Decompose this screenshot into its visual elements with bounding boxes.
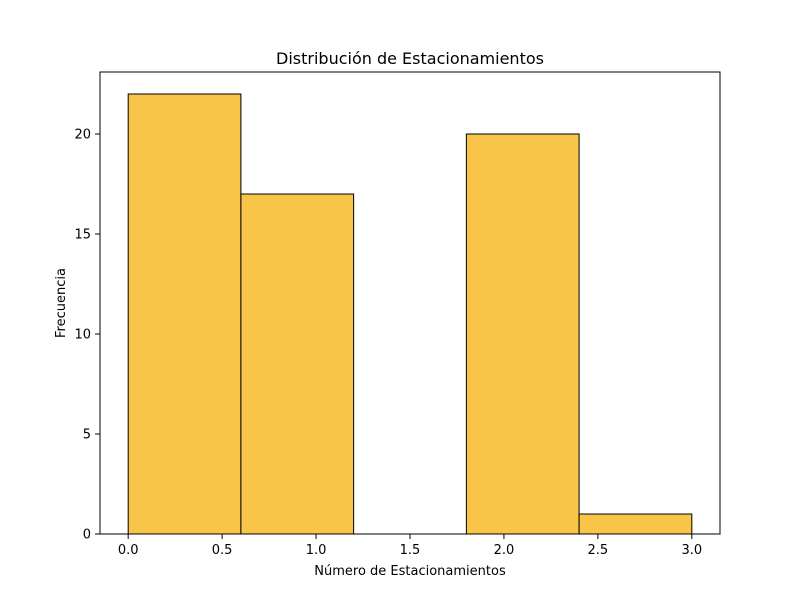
y-tick-label-4: 20 xyxy=(74,128,91,143)
y-axis-label: Frecuencia xyxy=(54,268,69,338)
x-tick-label-4: 2.0 xyxy=(494,543,515,558)
y-tick-label-3: 15 xyxy=(74,228,91,243)
x-tick-label-6: 3.0 xyxy=(681,543,702,558)
x-tick-label-1: 0.5 xyxy=(212,543,233,558)
x-tick-label-2: 1.0 xyxy=(306,543,327,558)
histogram-bar-3 xyxy=(465,133,580,535)
histogram-bar-0 xyxy=(127,93,242,535)
bars-group xyxy=(127,93,693,535)
x-axis-ticks: 0.0 0.5 1.0 1.5 2.0 2.5 3.0 xyxy=(118,534,702,558)
y-tick-label-2: 10 xyxy=(74,328,91,343)
y-axis-ticks: 0 5 10 15 20 xyxy=(74,128,100,543)
histogram-bar-4 xyxy=(578,513,693,535)
x-axis-label: Número de Estacionamientos xyxy=(314,564,506,579)
y-tick-label-1: 5 xyxy=(83,428,91,443)
histogram-bar-1 xyxy=(240,193,355,535)
x-tick-label-0: 0.0 xyxy=(118,543,139,558)
y-tick-label-0: 0 xyxy=(83,528,91,543)
chart-title: Distribución de Estacionamientos xyxy=(276,49,544,68)
x-tick-label-5: 2.5 xyxy=(588,543,609,558)
x-tick-label-3: 1.5 xyxy=(400,543,421,558)
